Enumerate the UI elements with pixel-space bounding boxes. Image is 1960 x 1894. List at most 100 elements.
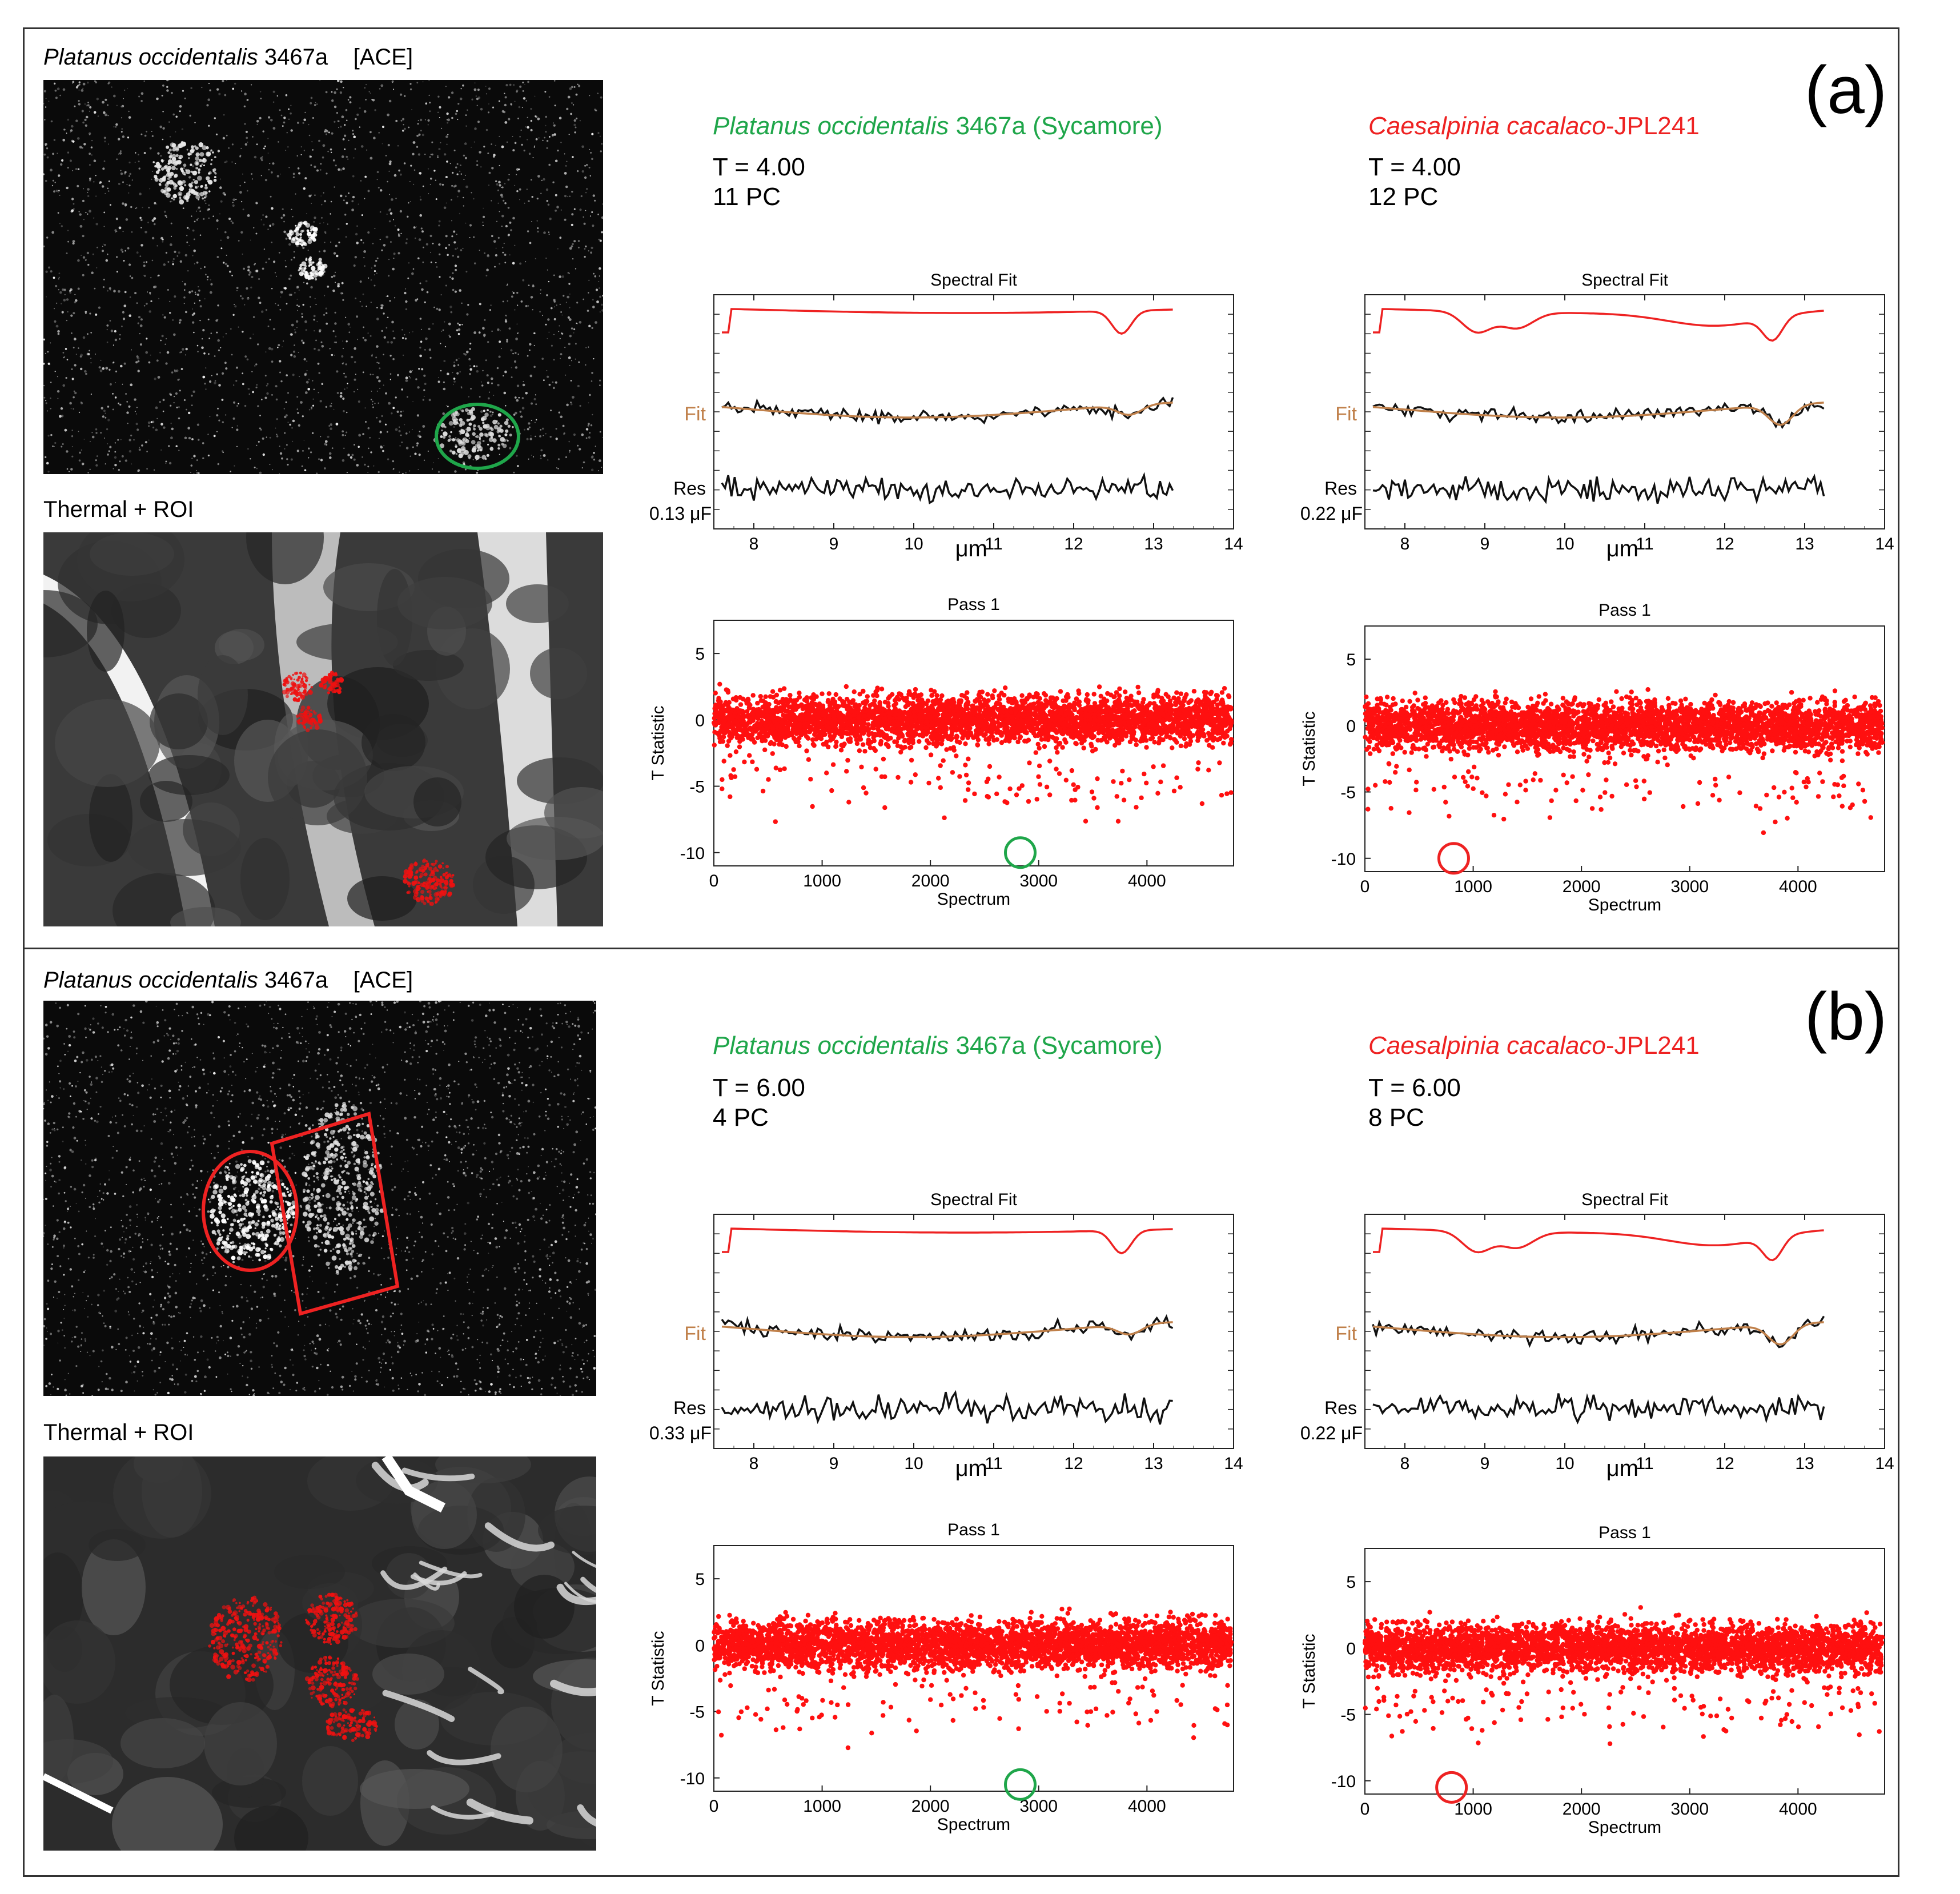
data-point xyxy=(905,725,910,731)
data-point xyxy=(965,707,970,712)
data-point xyxy=(958,725,963,731)
data-point xyxy=(841,700,847,705)
data-point xyxy=(808,777,813,782)
data-point xyxy=(1440,703,1445,708)
data-point xyxy=(793,720,798,725)
data-point xyxy=(879,712,885,717)
data-point xyxy=(929,693,935,698)
data-point xyxy=(935,720,941,726)
data-point xyxy=(1069,768,1075,773)
data-point xyxy=(1098,693,1103,699)
data-point xyxy=(1058,705,1063,711)
data-point xyxy=(897,691,902,696)
data-point xyxy=(906,689,912,694)
x-axis: 8 9 10 11 12 13 14 xyxy=(713,295,1243,553)
data-point xyxy=(1073,741,1078,746)
data-point xyxy=(1083,818,1089,824)
data-point xyxy=(1105,723,1110,728)
data-point xyxy=(861,708,866,714)
data-point xyxy=(873,767,878,772)
data-point xyxy=(1115,818,1121,824)
data-point xyxy=(1060,716,1065,721)
data-point xyxy=(861,718,866,723)
data-point xyxy=(750,693,756,698)
data-point xyxy=(741,696,746,701)
data-point xyxy=(1862,798,1867,804)
data-point xyxy=(883,741,889,747)
data-point xyxy=(1039,737,1045,742)
x-axis-label: Spectrum xyxy=(937,890,1010,909)
data-point xyxy=(923,745,929,751)
data-point xyxy=(1097,684,1102,689)
data-point xyxy=(861,742,866,747)
highlight-circle xyxy=(1004,836,1037,869)
data-point xyxy=(1071,723,1077,728)
data-point xyxy=(828,733,833,739)
data-point xyxy=(1209,689,1214,695)
data-point xyxy=(1726,775,1732,780)
data-point xyxy=(1423,695,1428,700)
data-point xyxy=(759,720,764,725)
data-point xyxy=(879,687,885,692)
species-right-a: Caesalpinia cacalaco-JPL241 xyxy=(1368,112,1700,141)
pc-count-right-a: 12 PC xyxy=(1368,183,1438,211)
data-point xyxy=(950,770,955,775)
data-point xyxy=(972,791,977,797)
data-point xyxy=(1801,779,1806,785)
data-point xyxy=(919,697,925,703)
data-point xyxy=(1010,733,1015,739)
data-point xyxy=(760,788,766,794)
data-point xyxy=(978,701,983,707)
data-point xyxy=(1077,703,1082,708)
data-point xyxy=(1118,708,1123,713)
y-axis-label: T Statistic xyxy=(1300,711,1319,786)
data-point xyxy=(953,707,959,712)
data-point xyxy=(1009,714,1014,720)
data-point xyxy=(1208,717,1214,723)
data-point xyxy=(995,720,1001,725)
data-point xyxy=(1112,743,1118,748)
data-point xyxy=(773,699,778,704)
data-point xyxy=(789,704,794,709)
data-point xyxy=(1155,790,1160,796)
bright-cluster xyxy=(209,1159,296,1262)
species-right-b: Caesalpinia cacalaco-JPL241 xyxy=(1368,1032,1700,1060)
data-point xyxy=(1083,724,1088,729)
data-point xyxy=(1171,695,1176,700)
data-point xyxy=(1364,695,1369,700)
data-point xyxy=(1160,722,1166,727)
data-point xyxy=(1074,696,1079,701)
data-point xyxy=(720,777,725,783)
data-point xyxy=(743,723,749,729)
data-point xyxy=(727,733,732,739)
data-point xyxy=(1211,725,1216,731)
data-point xyxy=(954,728,959,733)
data-point xyxy=(949,736,954,741)
data-point xyxy=(1195,767,1200,772)
data-point xyxy=(718,728,724,733)
data-point xyxy=(983,721,989,727)
data-point xyxy=(777,741,782,747)
data-point xyxy=(812,743,817,748)
data-point xyxy=(1135,684,1140,690)
data-point xyxy=(990,693,995,699)
data-point xyxy=(1217,760,1222,765)
data-point xyxy=(772,741,777,747)
data-point xyxy=(750,736,756,742)
data-point xyxy=(966,787,971,792)
data-point xyxy=(1383,779,1388,784)
data-point xyxy=(1098,704,1103,709)
data-point xyxy=(1223,732,1228,738)
data-point xyxy=(908,744,914,750)
fit-label: Fit xyxy=(1335,403,1357,425)
t-value-right-b: T = 6.00 xyxy=(1368,1074,1461,1102)
data-point xyxy=(1033,750,1038,755)
thermal-label-a: Thermal + ROI xyxy=(43,497,194,523)
spectral-fit-title: Spectral Fit xyxy=(930,271,1017,290)
data-point xyxy=(848,736,853,741)
data-point xyxy=(1021,713,1026,719)
data-point xyxy=(865,740,871,746)
data-point xyxy=(725,743,730,748)
data-point xyxy=(1128,727,1134,732)
